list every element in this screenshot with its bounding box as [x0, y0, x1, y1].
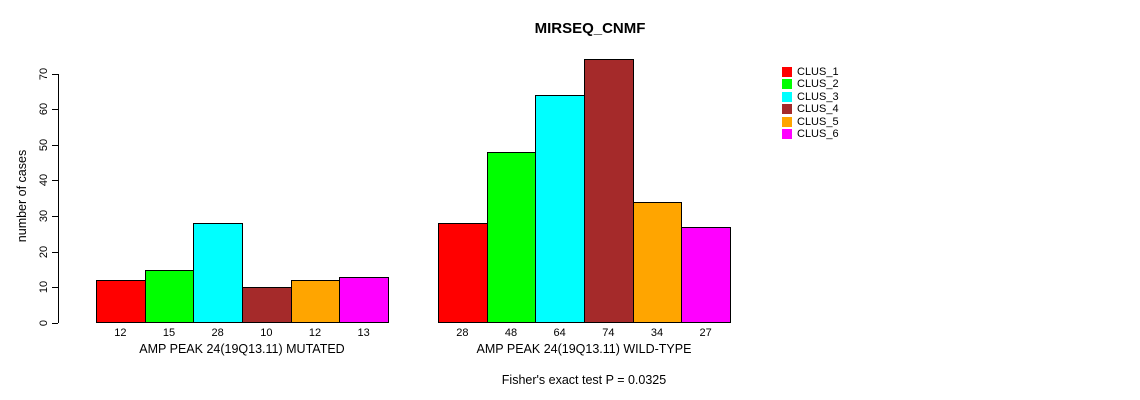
y-tick-label: 60 [38, 103, 50, 116]
bar-value-label: 12 [114, 327, 127, 339]
bar-value-label: 13 [357, 327, 370, 339]
y-axis-tick [52, 109, 58, 111]
legend-item: CLUS_1 [782, 65, 839, 78]
legend-swatch-clus_1 [782, 66, 792, 77]
legend-swatch-clus_4 [782, 104, 792, 115]
legend-item: CLUS_5 [782, 115, 839, 128]
bar-value-label: 64 [553, 327, 566, 339]
chart-title: MIRSEQ_CNMF [534, 20, 646, 37]
legend-label: CLUS_4 [797, 103, 839, 116]
y-axis-label: number of cases [15, 149, 29, 243]
bar-clus_4 [584, 59, 634, 323]
y-axis-line [58, 73, 59, 323]
y-axis-tick [52, 180, 58, 182]
bar-clus_6 [339, 276, 389, 323]
legend-label: CLUS_6 [797, 128, 839, 141]
legend-item: CLUS_3 [782, 90, 839, 103]
group-label-wild-type: AMP PEAK 24(19Q13.11) WILD-TYPE [476, 342, 692, 356]
legend-label: CLUS_5 [797, 115, 839, 128]
bar-clus_2 [486, 151, 537, 323]
bar-value-label: 15 [162, 327, 176, 339]
legend-swatch-clus_2 [782, 79, 792, 90]
legend-swatch-clus_6 [782, 129, 792, 140]
bar-value-label: 28 [456, 327, 469, 339]
y-axis-tick [52, 251, 58, 253]
fisher-test-annotation: Fisher's exact test P = 0.0325 [501, 373, 667, 387]
bar-value-label: 74 [602, 327, 615, 339]
y-tick-label: 30 [38, 209, 50, 223]
legend-label: CLUS_2 [797, 78, 839, 91]
legend-label: CLUS_1 [797, 65, 839, 78]
bar-clus_3 [193, 223, 243, 323]
legend-item: CLUS_6 [782, 128, 839, 141]
bar-clus_4 [242, 287, 292, 323]
y-tick-label: 0 [38, 319, 50, 327]
y-axis-tick [52, 73, 58, 75]
bar-clus_5 [632, 201, 683, 323]
bar-value-label: 28 [211, 327, 224, 339]
bar-clus_6 [681, 226, 731, 323]
bar-clus_2 [144, 269, 195, 323]
legend-item: CLUS_2 [782, 78, 839, 91]
y-axis-tick [52, 216, 58, 218]
bar-clus_3 [535, 94, 585, 323]
y-axis-tick [52, 287, 58, 289]
bar-clus_1 [438, 223, 488, 323]
y-tick-label: 20 [38, 245, 50, 258]
bar-value-label: 48 [504, 327, 518, 339]
bar-value-label: 10 [260, 327, 273, 339]
legend-label: CLUS_3 [797, 90, 839, 103]
y-tick-label: 70 [38, 67, 50, 80]
bar-value-label: 27 [699, 327, 712, 339]
y-axis-tick [52, 144, 58, 146]
y-tick-label: 10 [38, 281, 50, 294]
bar-clus_1 [96, 280, 146, 323]
bar-clus_5 [290, 280, 341, 323]
bar-value-label: 34 [650, 327, 664, 339]
bar-value-label: 12 [308, 327, 322, 339]
y-axis-tick [52, 323, 58, 324]
legend-swatch-clus_3 [782, 91, 792, 102]
legend-item: CLUS_4 [782, 103, 839, 116]
group-label-mutated: AMP PEAK 24(19Q13.11) MUTATED [139, 342, 345, 356]
y-tick-label: 40 [38, 174, 50, 187]
y-tick-label: 50 [38, 138, 50, 151]
legend-swatch-clus_5 [782, 116, 792, 127]
